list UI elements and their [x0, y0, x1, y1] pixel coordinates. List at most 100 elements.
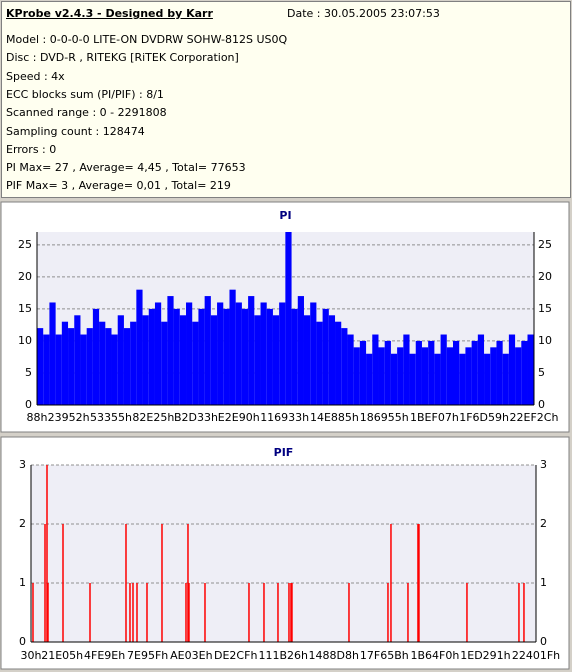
bar [55, 334, 62, 405]
bar [508, 334, 516, 405]
bar [167, 296, 174, 405]
bar [223, 308, 230, 405]
bar [297, 296, 304, 405]
bar [484, 353, 491, 405]
bar [136, 289, 143, 405]
bar [260, 302, 267, 405]
bar [105, 328, 112, 405]
y-tick-label-right: 10 [538, 334, 552, 347]
chart-title: PIF [274, 446, 294, 459]
y-tick-label: 0 [19, 635, 26, 648]
bar [440, 334, 447, 405]
x-tick-label: 116933h [260, 411, 309, 424]
chart-title: PI [279, 209, 291, 222]
x-tick-label: 30h [21, 649, 42, 662]
bar [316, 321, 323, 405]
y-tick-label: 15 [18, 302, 32, 315]
bar [154, 302, 162, 405]
y-tick-label-right: 5 [538, 366, 545, 379]
x-tick-label: DE2CFh [214, 649, 257, 662]
bar [186, 302, 193, 405]
x-tick-label: AE03Eh [170, 649, 212, 662]
bar [521, 340, 528, 405]
x-tick-label: 53355h [90, 411, 132, 424]
y-tick-label-right: 1 [540, 576, 547, 589]
bar [198, 308, 205, 405]
bar [80, 334, 87, 405]
bar [347, 334, 354, 405]
bar [99, 321, 106, 405]
x-tick-label: 7E95Fh [127, 649, 168, 662]
info-line: PI Max= 27 , Average= 4,45 , Total= 7765… [6, 161, 246, 175]
y-tick-label: 25 [18, 238, 32, 251]
y-tick-label-right: 0 [540, 635, 547, 648]
bar [254, 315, 261, 405]
x-tick-label: 23952h [48, 411, 90, 424]
bar [43, 334, 50, 405]
bar [210, 315, 218, 405]
x-tick-label: 82E25h [132, 411, 174, 424]
bar [173, 308, 180, 405]
bar [248, 296, 255, 405]
bar [434, 353, 441, 405]
x-tick-label: 1ED291h [460, 649, 510, 662]
y-tick-label: 5 [25, 366, 32, 379]
bar [459, 353, 466, 405]
bar [359, 340, 367, 405]
x-tick-label: 1BEF07h [410, 411, 459, 424]
bar [130, 321, 137, 405]
x-tick-label: 4FE9Eh [84, 649, 125, 662]
bar [241, 308, 249, 405]
bar [341, 328, 348, 405]
bar [235, 302, 242, 405]
bar [502, 353, 509, 405]
bar [74, 315, 81, 405]
y-tick-label: 3 [19, 458, 26, 471]
bar [272, 315, 280, 405]
x-tick-label: 14E885h [310, 411, 359, 424]
bar [366, 353, 373, 405]
x-tick-label: 22EF2Ch [510, 411, 559, 424]
bar [37, 328, 44, 405]
bar [397, 347, 404, 405]
bar [328, 315, 336, 405]
bar [142, 315, 149, 405]
x-tick-label: 1488D8h [309, 649, 359, 662]
x-tick-label: 1B64F0h [410, 649, 459, 662]
y-tick-label-right: 15 [538, 302, 552, 315]
bar [266, 308, 273, 405]
bar [390, 353, 398, 405]
bar [117, 315, 124, 405]
x-tick-label: 88h [27, 411, 48, 424]
info-line: Speed : 4x [6, 69, 65, 83]
plot-area [31, 465, 536, 642]
bar [465, 347, 472, 405]
bar [161, 321, 168, 405]
y-tick-label: 2 [19, 517, 26, 530]
bar [353, 347, 360, 405]
x-tick-label: 17F65Bh [360, 649, 409, 662]
info-panel: KProbe v2.4.3 - Designed by Karr Date : … [1, 1, 571, 198]
y-tick-label: 0 [25, 398, 32, 411]
bar [322, 308, 329, 405]
info-line: Errors : 0 [6, 142, 57, 156]
bar [229, 289, 236, 405]
bar [496, 340, 503, 405]
info-line: PIF Max= 3 , Average= 0,01 , Total= 219 [6, 179, 231, 193]
y-tick-label-right: 3 [540, 458, 547, 471]
x-tick-label: 22401Fh [512, 649, 560, 662]
bar [279, 302, 286, 405]
bar [515, 347, 522, 405]
bar [217, 302, 224, 405]
x-tick-label: 21E05h [41, 649, 83, 662]
bar [409, 353, 416, 405]
x-tick-label: 1F6D59h [459, 411, 509, 424]
info-line: Scanned range : 0 - 2291808 [6, 106, 167, 120]
bar [61, 321, 69, 405]
bar [123, 328, 131, 405]
info-line: Sampling count : 128474 [6, 124, 145, 138]
y-tick-label-right: 25 [538, 238, 552, 251]
app-title: KProbe v2.4.3 - Designed by Karr [6, 7, 213, 20]
x-tick-label: 111B26h [258, 649, 308, 662]
